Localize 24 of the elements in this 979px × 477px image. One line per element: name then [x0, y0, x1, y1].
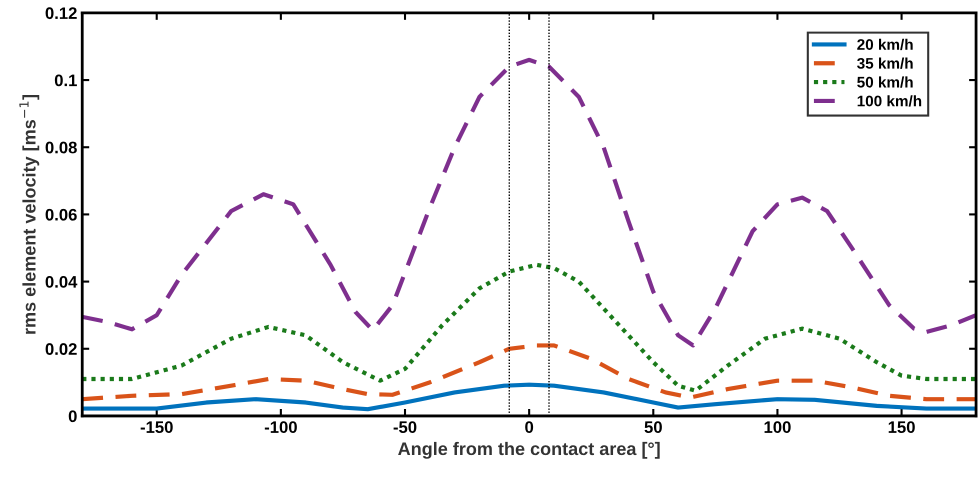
y-tick-label: 0.04	[46, 276, 78, 288]
y-tick-label: 0.1	[54, 74, 77, 86]
x-axis-title: Angle from the contact area [°]	[398, 442, 660, 459]
y-tick-label: 0.02	[46, 343, 77, 355]
x-tick-label: 50	[644, 421, 662, 434]
legend-label: 35 km/h	[857, 58, 913, 69]
line-series	[82, 382, 976, 412]
x-tick-label: 150	[888, 421, 915, 434]
x-tick-label: 0	[525, 421, 534, 434]
legend-label: 50 km/h	[857, 76, 913, 88]
x-tick-label: 100	[764, 421, 791, 434]
line-series	[82, 343, 976, 402]
line-series	[82, 262, 976, 393]
y-axis-title: rms element velocity [ms$^{−1}$]	[19, 94, 40, 334]
legend-label: 20 km/h	[857, 38, 913, 50]
y-tick-label: 0.08	[46, 142, 77, 154]
line-series	[82, 58, 976, 348]
y-tick-label: 0.06	[46, 208, 77, 221]
y-tick-label: 0.12	[46, 7, 77, 20]
x-tick-label: -50	[394, 421, 416, 434]
x-tick-label: -150	[140, 421, 173, 434]
legend-label: 100 km/h	[858, 95, 922, 107]
x-tick-label: -100	[264, 421, 297, 434]
y-tick-label: 0	[68, 410, 77, 422]
